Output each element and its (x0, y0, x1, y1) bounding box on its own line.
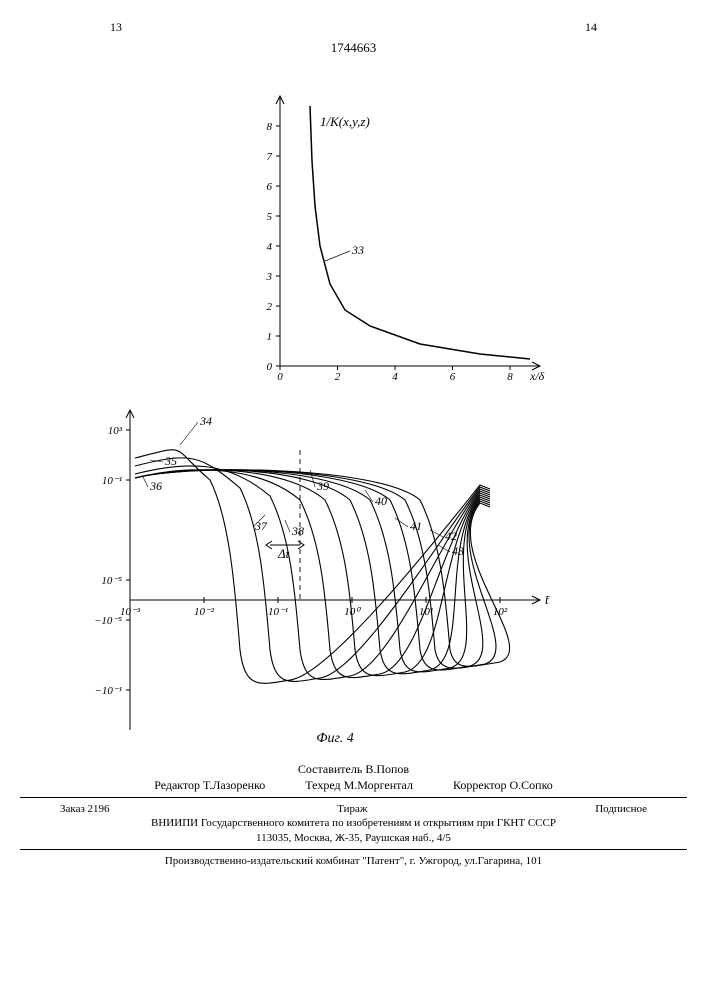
svg-text:2: 2 (335, 371, 341, 383)
compiler: Составитель В.Попов (20, 762, 687, 778)
svg-text:4: 4 (267, 241, 273, 253)
page-left: 13 (110, 20, 122, 35)
editor: Редактор Т.Лазоренко (154, 778, 265, 794)
svg-text:3: 3 (266, 271, 273, 283)
sub: Подписное (595, 802, 647, 816)
order: Заказ 2196 (60, 802, 110, 816)
svg-text:−10⁻¹: −10⁻¹ (94, 685, 122, 697)
svg-text:1/К(x,y,z): 1/К(x,y,z) (320, 114, 370, 129)
svg-text:4: 4 (392, 371, 398, 383)
svg-text:Фиг. 3: Фиг. 3 (361, 385, 399, 386)
svg-text:5: 5 (267, 211, 273, 223)
fig4-svg: 10³10⁻¹10⁻⁵−10⁻⁵−10⁻¹10⁻³10⁻²10⁻¹10⁰10¹1… (20, 390, 580, 750)
svg-text:10⁻⁵: 10⁻⁵ (101, 575, 122, 587)
doc-number: 1744663 (20, 40, 687, 56)
svg-text:41: 41 (410, 519, 422, 533)
press-line: Производственно-издательский комбинат "П… (20, 854, 687, 868)
svg-text:42: 42 (445, 529, 457, 543)
svg-text:−10⁻⁵: −10⁻⁵ (94, 615, 122, 627)
svg-text:8: 8 (267, 121, 273, 133)
svg-text:38: 38 (291, 524, 304, 538)
page-header: 13 14 (110, 20, 597, 35)
svg-text:36: 36 (149, 479, 162, 493)
svg-text:8: 8 (507, 371, 513, 383)
org-line-1: ВНИИПИ Государственного комитета по изоб… (20, 816, 687, 830)
svg-text:10³: 10³ (108, 425, 123, 437)
svg-text:35: 35 (164, 454, 177, 468)
svg-text:2: 2 (267, 301, 273, 313)
svg-text:10⁻²: 10⁻² (194, 606, 215, 618)
svg-text:33: 33 (351, 243, 364, 257)
svg-text:39: 39 (316, 479, 329, 493)
svg-text:43: 43 (452, 544, 464, 558)
svg-text:Δt: Δt (277, 546, 290, 561)
corrector: Корректор О.Сопко (453, 778, 553, 794)
credits-block: Составитель В.Попов Редактор Т.Лазоренко… (20, 762, 687, 793)
svg-text:10⁻³: 10⁻³ (120, 606, 141, 618)
svg-text:6: 6 (450, 371, 456, 383)
svg-text:Фиг. 4: Фиг. 4 (316, 731, 354, 746)
footer-block: Заказ 2196 Тираж Подписное ВНИИПИ Госуда… (20, 802, 687, 845)
tech: Техред М.Моргентал (305, 778, 413, 794)
svg-text:0: 0 (267, 361, 273, 373)
svg-text:0: 0 (277, 371, 283, 383)
svg-text:7: 7 (267, 151, 273, 163)
org-line-2: 113035, Москва, Ж-35, Раушская наб., 4/5 (20, 831, 687, 845)
svg-text:x/δ: x/δ (529, 369, 545, 383)
figure-4: 10³10⁻¹10⁻⁵−10⁻⁵−10⁻¹10⁻³10⁻²10⁻¹10⁰10¹1… (20, 390, 687, 754)
svg-text:34: 34 (199, 414, 212, 428)
svg-text:6: 6 (267, 181, 273, 193)
svg-text:10⁰: 10⁰ (344, 606, 361, 618)
tirage: Тираж (337, 802, 367, 816)
svg-text:40: 40 (375, 494, 387, 508)
page-right: 14 (585, 20, 597, 35)
fig3-svg: 0 1 2 3 4 5 6 7 8 0 2 4 6 8 1/К(x,y,z) x/δ 33 Фиг. 3 (20, 66, 580, 386)
svg-text:37: 37 (254, 519, 268, 533)
svg-text:10⁻¹: 10⁻¹ (268, 606, 288, 618)
svg-text:10⁻¹: 10⁻¹ (102, 475, 122, 487)
figure-3: 0 1 2 3 4 5 6 7 8 0 2 4 6 8 1/К(x,y,z) x/δ 33 Фиг. 3 (20, 66, 687, 390)
divider-1 (20, 797, 687, 798)
divider-2 (20, 849, 687, 850)
svg-text:1: 1 (267, 331, 273, 343)
svg-text:t̄: t̄ (545, 592, 550, 607)
